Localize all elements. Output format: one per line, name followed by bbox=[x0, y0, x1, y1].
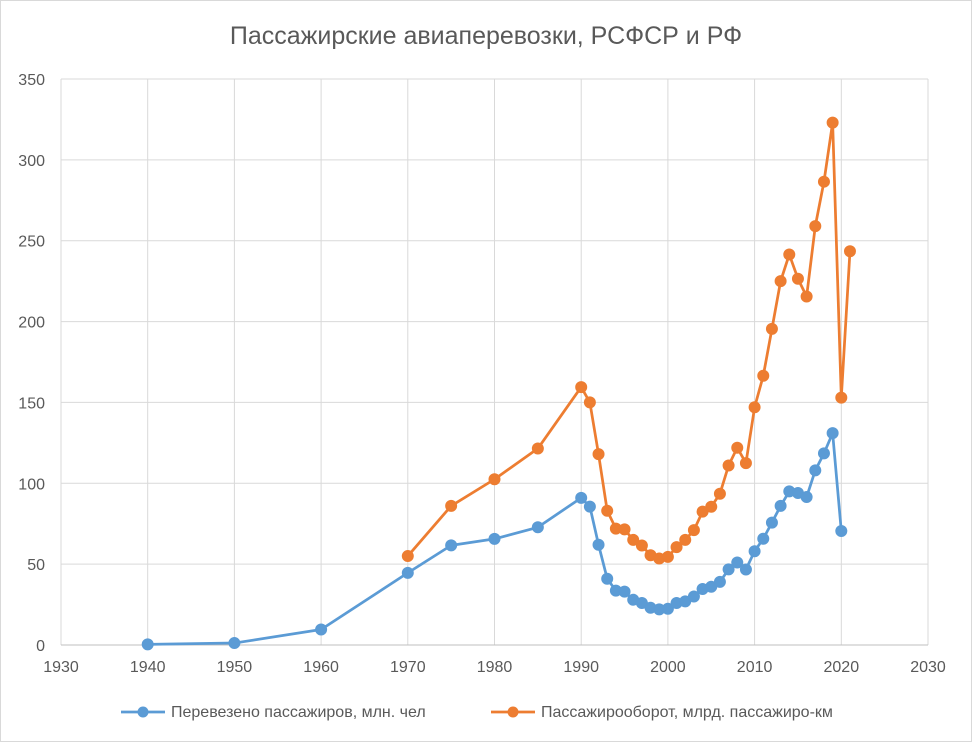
legend-item-2: Пассажирооборот, млрд. пассажиро-км bbox=[491, 704, 833, 721]
data-point bbox=[748, 545, 761, 558]
data-point bbox=[661, 602, 674, 615]
data-point bbox=[618, 585, 631, 598]
data-point bbox=[800, 290, 813, 303]
data-point bbox=[488, 473, 501, 486]
data-point bbox=[601, 572, 614, 585]
data-point bbox=[748, 401, 761, 414]
legend-label: Пассажирооборот, млрд. пассажиро-км bbox=[541, 704, 833, 721]
data-point bbox=[445, 499, 458, 512]
data-point bbox=[809, 464, 822, 477]
data-point bbox=[774, 275, 787, 288]
data-point bbox=[601, 504, 614, 517]
data-point bbox=[583, 500, 596, 513]
data-point bbox=[713, 575, 726, 588]
y-tick-label: 50 bbox=[27, 557, 45, 574]
data-point bbox=[531, 521, 544, 534]
data-point bbox=[765, 322, 778, 335]
data-point bbox=[618, 523, 631, 536]
data-point bbox=[635, 539, 648, 552]
data-point bbox=[757, 369, 770, 382]
data-point bbox=[687, 590, 700, 603]
data-point bbox=[731, 556, 744, 569]
data-point bbox=[809, 220, 822, 233]
data-point bbox=[575, 491, 588, 504]
series-2 bbox=[401, 116, 856, 565]
y-tick-label: 150 bbox=[18, 395, 45, 412]
data-point bbox=[817, 175, 830, 188]
x-tick-label: 1930 bbox=[43, 659, 79, 676]
data-point bbox=[731, 441, 744, 454]
legend-item-1: Перевезено пассажиров, млн. чел bbox=[121, 704, 426, 721]
data-point bbox=[835, 391, 848, 404]
data-point bbox=[670, 541, 683, 554]
data-point bbox=[583, 396, 596, 409]
x-tick-label: 2010 bbox=[737, 659, 773, 676]
y-tick-label: 200 bbox=[18, 315, 45, 332]
data-point bbox=[722, 563, 735, 576]
y-tick-label: 100 bbox=[18, 476, 45, 493]
data-point bbox=[765, 516, 778, 529]
data-point bbox=[774, 499, 787, 512]
data-point bbox=[687, 524, 700, 537]
x-tick-label: 1990 bbox=[563, 659, 599, 676]
axes: 0 50 100 150 200 250 300 350 1930 1940 1950 1960 197… bbox=[18, 72, 946, 676]
chart-title: Пассажирские авиаперевозки, РСФСР и РФ bbox=[230, 22, 742, 50]
data-point bbox=[488, 532, 501, 545]
data-point bbox=[445, 539, 458, 552]
data-point bbox=[531, 442, 544, 455]
data-point bbox=[401, 550, 414, 563]
data-point bbox=[817, 447, 830, 460]
data-point bbox=[826, 116, 839, 129]
grid bbox=[60, 78, 929, 645]
x-tick-label: 2000 bbox=[650, 659, 686, 676]
x-tick-label: 2030 bbox=[910, 659, 946, 676]
data-point bbox=[800, 491, 813, 504]
y-tick-label: 350 bbox=[18, 72, 45, 89]
y-tick-label: 300 bbox=[18, 153, 45, 170]
data-point bbox=[783, 248, 796, 261]
data-point bbox=[843, 245, 856, 258]
data-point bbox=[826, 427, 839, 440]
data-point bbox=[713, 487, 726, 500]
legend: Перевезено пассажиров, млн. чел Пассажиро… bbox=[121, 704, 833, 721]
data-point bbox=[739, 457, 752, 470]
legend-marker bbox=[137, 706, 149, 718]
data-point bbox=[627, 533, 640, 546]
data-point bbox=[592, 538, 605, 551]
x-tick-label: 1950 bbox=[217, 659, 253, 676]
x-tick-label: 1980 bbox=[477, 659, 513, 676]
series bbox=[141, 116, 856, 651]
data-point bbox=[315, 623, 328, 636]
series-1 bbox=[141, 427, 848, 651]
data-point bbox=[401, 566, 414, 579]
data-point bbox=[679, 533, 692, 546]
data-point bbox=[835, 524, 848, 537]
x-tick-label: 1940 bbox=[130, 659, 166, 676]
x-tick-label: 1960 bbox=[303, 659, 339, 676]
data-point bbox=[705, 500, 718, 513]
data-point bbox=[757, 532, 770, 545]
data-point bbox=[228, 637, 241, 650]
data-point bbox=[141, 638, 154, 651]
legend-marker bbox=[507, 706, 519, 718]
x-tick-label: 1970 bbox=[390, 659, 426, 676]
data-point bbox=[575, 381, 588, 394]
data-point bbox=[722, 459, 735, 472]
y-tick-label: 250 bbox=[18, 234, 45, 251]
y-tick-label: 0 bbox=[36, 638, 45, 655]
legend-label: Перевезено пассажиров, млн. чел bbox=[171, 704, 426, 721]
x-tick-label: 2020 bbox=[824, 659, 860, 676]
data-point bbox=[739, 563, 752, 576]
data-point bbox=[661, 550, 674, 563]
data-point bbox=[791, 272, 804, 285]
data-point bbox=[592, 448, 605, 461]
